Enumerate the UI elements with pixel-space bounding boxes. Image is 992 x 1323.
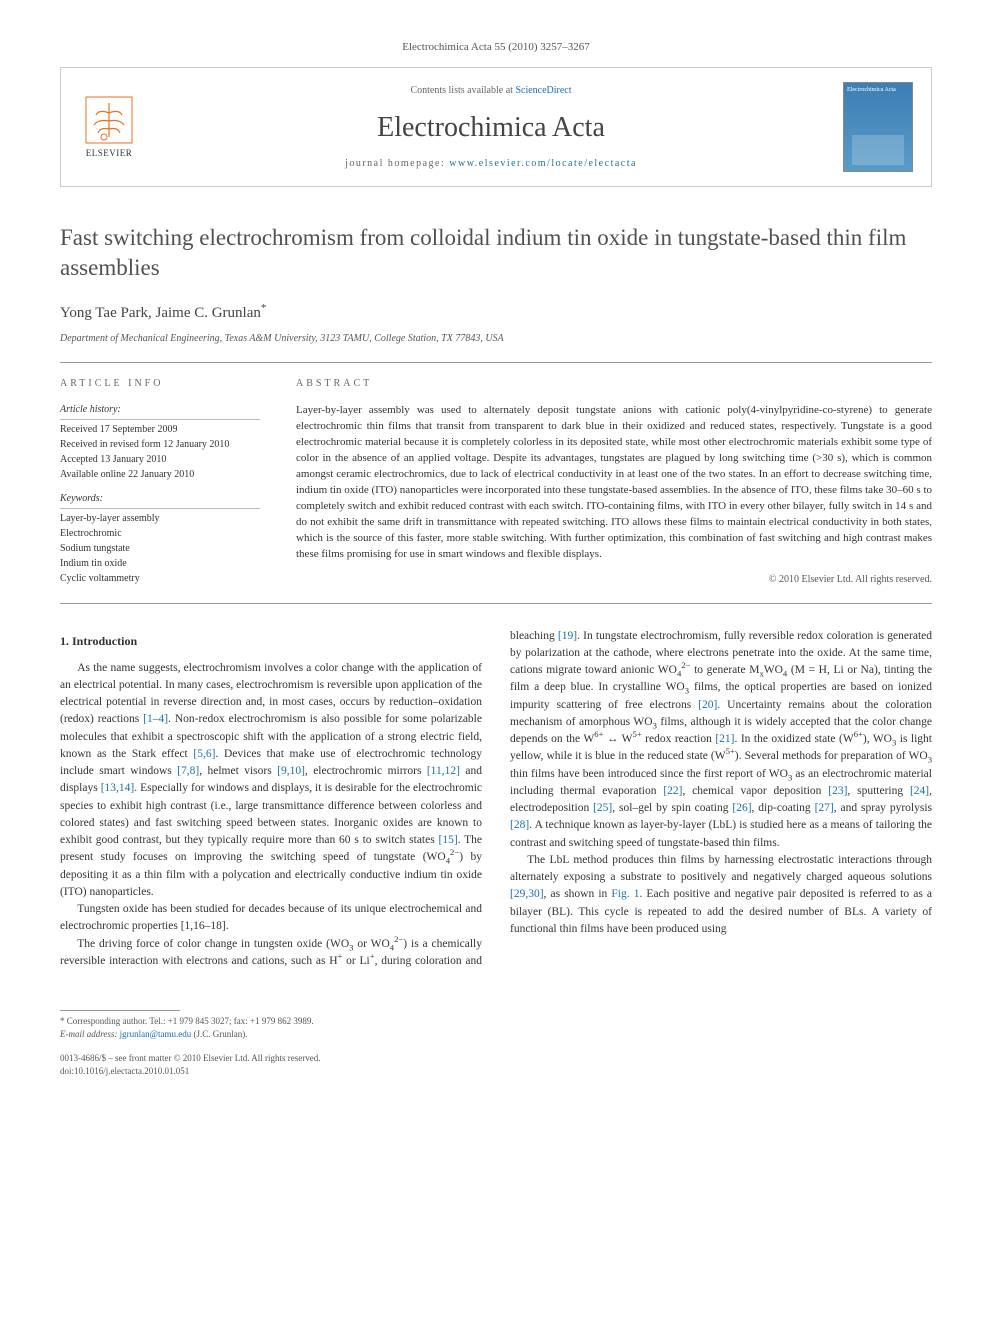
author-names: Yong Tae Park, Jaime C. Grunlan	[60, 305, 261, 321]
divider-rule	[60, 362, 932, 363]
corresponding-marker: *	[261, 302, 267, 314]
section-heading: 1. Introduction	[60, 632, 482, 650]
history-head: Article history:	[60, 403, 260, 420]
authors-line: Yong Tae Park, Jaime C. Grunlan*	[60, 301, 932, 324]
abstract-copyright: © 2010 Elsevier Ltd. All rights reserved…	[296, 573, 932, 587]
article-info-block: article info Article history: Received 1…	[60, 377, 260, 586]
section-title: Introduction	[72, 634, 137, 648]
article-title: Fast switching electrochromism from coll…	[60, 223, 932, 283]
history-text: Received 17 September 2009Received in re…	[60, 422, 260, 482]
journal-cover-thumbnail: Electrochimica Acta	[843, 82, 913, 172]
journal-banner: ELSEVIER Contents lists available at Sci…	[60, 67, 932, 187]
publisher-name: ELSEVIER	[86, 147, 133, 160]
abstract-heading: abstract	[296, 377, 932, 391]
section-number: 1.	[60, 634, 69, 648]
footer-bottom: 0013-4686/$ – see front matter © 2010 El…	[60, 1040, 932, 1077]
contents-available-line: Contents lists available at ScienceDirec…	[157, 84, 825, 98]
contents-prefix: Contents lists available at	[410, 85, 515, 96]
email-note: (J.C. Grunlan).	[193, 1029, 247, 1039]
footnote-rule	[60, 1010, 180, 1011]
elsevier-tree-icon	[84, 95, 134, 145]
abstract-text: Layer-by-layer assembly was used to alte…	[296, 403, 932, 562]
body-p2: Tungsten oxide has been studied for deca…	[60, 901, 482, 936]
journal-title: Electrochimica Acta	[157, 108, 825, 147]
keywords-head: Keywords:	[60, 492, 260, 509]
homepage-prefix: journal homepage:	[345, 158, 449, 169]
corresponding-author-note: * Corresponding author. Tel.: +1 979 845…	[60, 1010, 583, 1040]
body-text: 1. Introduction As the name suggests, el…	[60, 628, 932, 971]
keywords-text: Layer-by-layer assemblyElectrochromicSod…	[60, 511, 260, 586]
body-p1: As the name suggests, electrochromism in…	[60, 660, 482, 902]
corr-author-contact: * Corresponding author. Tel.: +1 979 845…	[60, 1015, 583, 1028]
email-label: E-mail address:	[60, 1029, 117, 1039]
issn-line: 0013-4686/$ – see front matter © 2010 El…	[60, 1052, 932, 1065]
running-header: Electrochimica Acta 55 (2010) 3257–3267	[60, 40, 932, 55]
banner-center: Contents lists available at ScienceDirec…	[157, 84, 825, 171]
elsevier-logo: ELSEVIER	[79, 92, 139, 162]
affiliation: Department of Mechanical Engineering, Te…	[60, 332, 932, 346]
info-abstract-row: article info Article history: Received 1…	[60, 377, 932, 586]
doi-line: doi:10.1016/j.electacta.2010.01.051	[60, 1065, 932, 1078]
footer-block: * Corresponding author. Tel.: +1 979 845…	[60, 1010, 932, 1077]
cover-label: Electrochimica Acta	[847, 87, 896, 93]
divider-rule-2	[60, 603, 932, 604]
article-info-heading: article info	[60, 377, 260, 391]
abstract-block: abstract Layer-by-layer assembly was use…	[296, 377, 932, 586]
journal-homepage-line: journal homepage: www.elsevier.com/locat…	[157, 157, 825, 171]
corr-email-link[interactable]: jgrunlan@tamu.edu	[120, 1029, 192, 1039]
sciencedirect-link[interactable]: ScienceDirect	[515, 85, 571, 96]
journal-homepage-link[interactable]: www.elsevier.com/locate/electacta	[449, 158, 637, 169]
body-p4: The LbL method produces thin films by ha…	[510, 852, 932, 938]
